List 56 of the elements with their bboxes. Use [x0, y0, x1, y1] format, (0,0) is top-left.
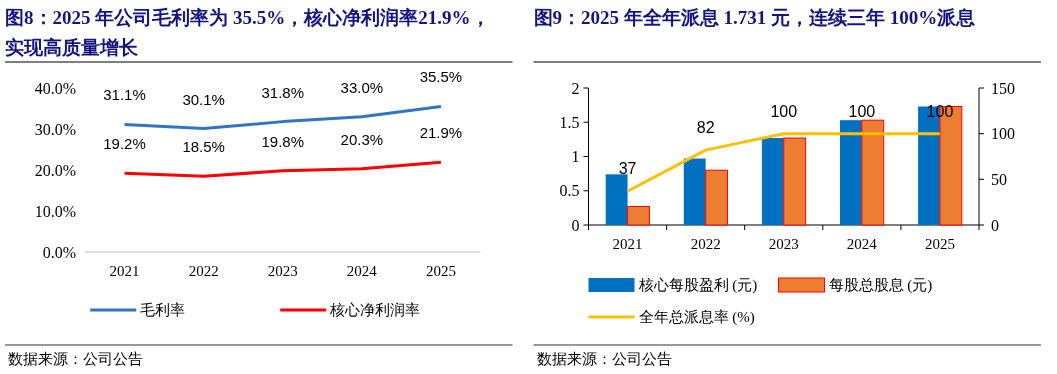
data-label: 100 [848, 102, 876, 120]
bar [683, 158, 706, 225]
y2-tick-label: 0 [991, 216, 999, 234]
legend-label: 核心净利润率 [329, 302, 421, 319]
bar [839, 120, 862, 225]
bar [627, 206, 650, 226]
data-label: 82 [696, 119, 715, 137]
y-tick-label: 40.0% [34, 79, 76, 97]
bar [705, 169, 729, 226]
x-tick-label: 2022 [188, 263, 219, 279]
y-tick-label: 2 [571, 79, 580, 97]
data-label: 30.1% [182, 90, 225, 108]
bar [605, 174, 628, 225]
data-label: 35.5% [419, 68, 463, 86]
x-tick-label: 2024 [346, 263, 378, 279]
data-label: 31.1% [103, 86, 146, 104]
y2-tick-label: 100 [991, 125, 1015, 143]
data-label: 21.9% [419, 124, 463, 142]
x-tick-label: 2025 [924, 236, 955, 252]
chart-title: 图8：2025 年公司毛利率为 35.5%，核心净利润率21.9%，实现高质量增长 [5, 7, 490, 58]
x-tick-label: 2021 [612, 236, 643, 252]
data-label: 20.3% [340, 130, 384, 148]
x-tick-label: 2024 [846, 236, 878, 252]
data-label: 18.5% [182, 138, 225, 156]
bar [761, 138, 784, 225]
y-tick-label: 0.0% [42, 243, 76, 261]
x-tick-label: 2021 [109, 263, 140, 279]
legend-label: 全年总派息率 (%) [638, 309, 755, 327]
y-tick-label: 1 [571, 148, 580, 166]
data-label: 19.2% [103, 135, 146, 153]
x-tick-label: 2022 [690, 236, 721, 252]
data-label: 19.8% [261, 132, 305, 150]
source-note: 数据来源：公司公告 [8, 351, 143, 367]
x-tick-label: 2023 [768, 236, 799, 252]
bar [783, 137, 807, 226]
y-tick-label: 10.0% [34, 202, 76, 220]
y-tick-label: 20.0% [34, 161, 76, 179]
data-label: 37 [618, 160, 637, 178]
y-tick-label: 0.5 [559, 182, 580, 200]
source-note: 数据来源：公司公告 [536, 351, 672, 367]
y2-tick-label: 150 [991, 79, 1015, 97]
data-label: 100 [770, 102, 798, 120]
line-series [123, 160, 443, 178]
x-tick-label: 2025 [425, 263, 456, 279]
legend-label: 每股总股息 (元) [828, 277, 933, 295]
x-tick-label: 2023 [267, 263, 298, 279]
legend-label: 毛利率 [140, 302, 186, 319]
bar [861, 119, 885, 226]
chart-title: 图9：2025 年全年派息 1.731 元，连续三年 100%派息 [533, 7, 976, 28]
y-tick-label: 30.0% [34, 120, 76, 138]
data-label: 31.8% [261, 83, 305, 101]
y-tick-label: 0 [571, 216, 580, 234]
y2-tick-label: 50 [991, 170, 1007, 188]
legend-label: 核心每股盈利 (元) [637, 277, 758, 295]
data-label: 33.0% [340, 78, 384, 96]
y-tick-label: 1.5 [559, 113, 580, 131]
